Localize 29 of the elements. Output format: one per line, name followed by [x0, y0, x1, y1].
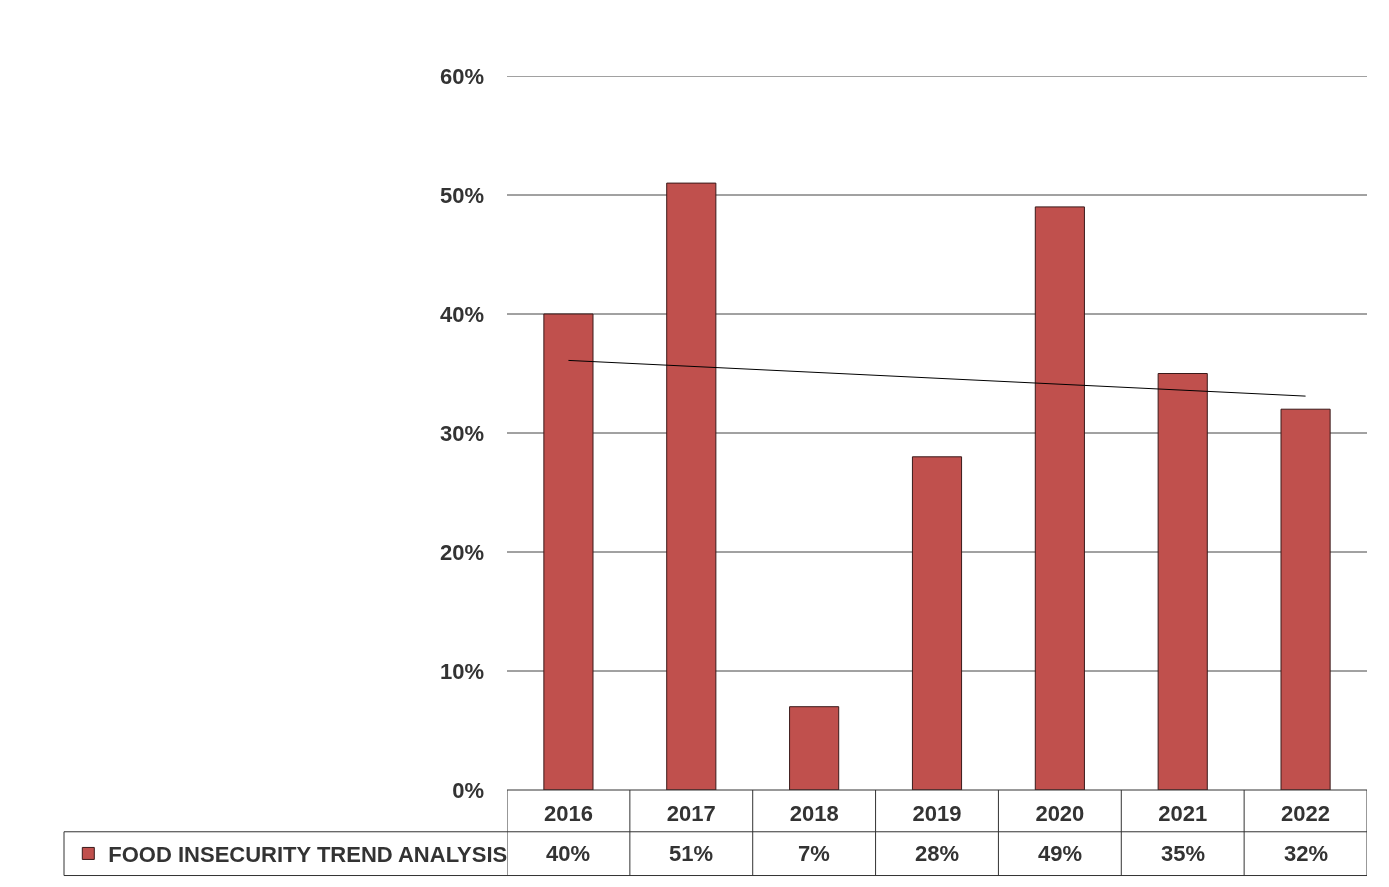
x-tick-label: 2019 — [912, 801, 962, 826]
x-tick-label: 2017 — [666, 801, 716, 826]
x-tick-label: 2021 — [1158, 801, 1208, 826]
data-label: 35% — [1161, 841, 1206, 866]
y-tick-label: 40% — [439, 301, 484, 327]
data-label: 7% — [798, 841, 830, 866]
bar — [911, 456, 963, 790]
y-tick-label: 0% — [452, 777, 484, 803]
bar — [1157, 373, 1208, 790]
bar — [1034, 206, 1085, 790]
y-tick-label: 30% — [439, 420, 484, 446]
bar — [543, 313, 594, 790]
data-label: 32% — [1284, 841, 1329, 866]
data-label: 28% — [915, 841, 960, 866]
x-tick-label: 2020 — [1035, 801, 1085, 826]
y-tick-label: 10% — [439, 658, 484, 684]
x-tick-label: 2022 — [1281, 801, 1331, 826]
legend-label: FOOD INSECURITY TREND ANALYSIS — [108, 842, 508, 868]
data-label: 49% — [1038, 841, 1083, 866]
data-label: 51% — [669, 841, 714, 866]
bar — [1280, 408, 1331, 790]
bar — [666, 182, 717, 790]
y-tick-label: 60% — [439, 63, 484, 89]
data-label: 40% — [546, 841, 591, 866]
x-tick-label: 2016 — [543, 801, 593, 826]
y-tick-label: 20% — [439, 539, 484, 565]
x-tick-label: 2018 — [789, 801, 839, 826]
y-tick-label: 50% — [439, 182, 484, 208]
bar — [789, 706, 840, 790]
